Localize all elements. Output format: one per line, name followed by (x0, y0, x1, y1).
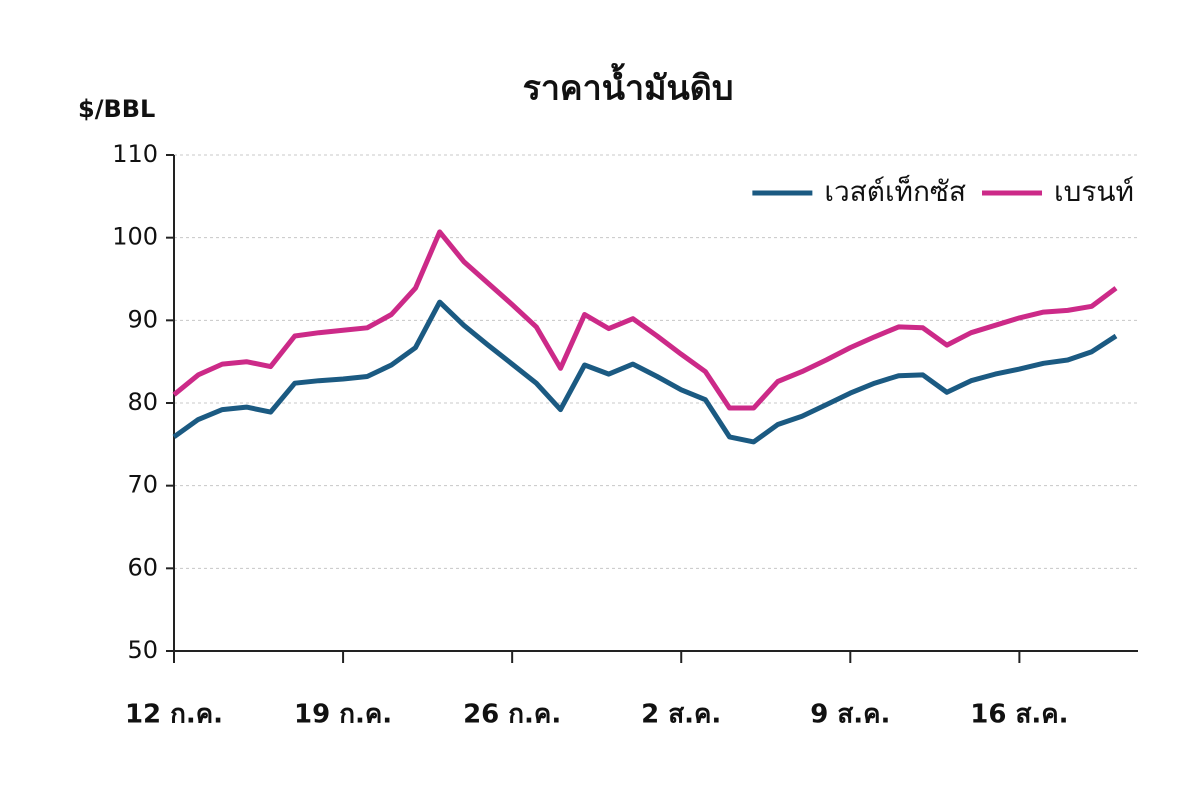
y-axis-label: $/BBL (78, 95, 155, 123)
x-tick-label: 2 ส.ค. (641, 700, 721, 730)
y-tick-label: 80 (127, 388, 158, 416)
y-tick-label: 90 (127, 305, 158, 333)
y-tick-label: 60 (127, 553, 158, 581)
x-tick-label: 16 ส.ค. (970, 700, 1068, 730)
x-tick-label: 12 ก.ค. (125, 700, 223, 730)
x-tick-label: 9 ส.ค. (810, 700, 890, 730)
y-tick-label: 110 (112, 140, 158, 168)
legend-label: เบรนท์ (1054, 175, 1134, 208)
x-tick-label: 19 ก.ค. (294, 700, 392, 730)
y-tick-label: 50 (127, 636, 158, 664)
x-tick-label: 26 ก.ค. (463, 700, 561, 730)
y-tick-label: 70 (127, 471, 158, 499)
line-series (172, 229, 1118, 411)
y-tick-label: 100 (112, 223, 158, 251)
legend-label: เวสต์เท็กซัส (824, 174, 966, 208)
line-series (172, 299, 1118, 445)
chart-title: ราคาน้ำมันดิบ (523, 63, 734, 109)
